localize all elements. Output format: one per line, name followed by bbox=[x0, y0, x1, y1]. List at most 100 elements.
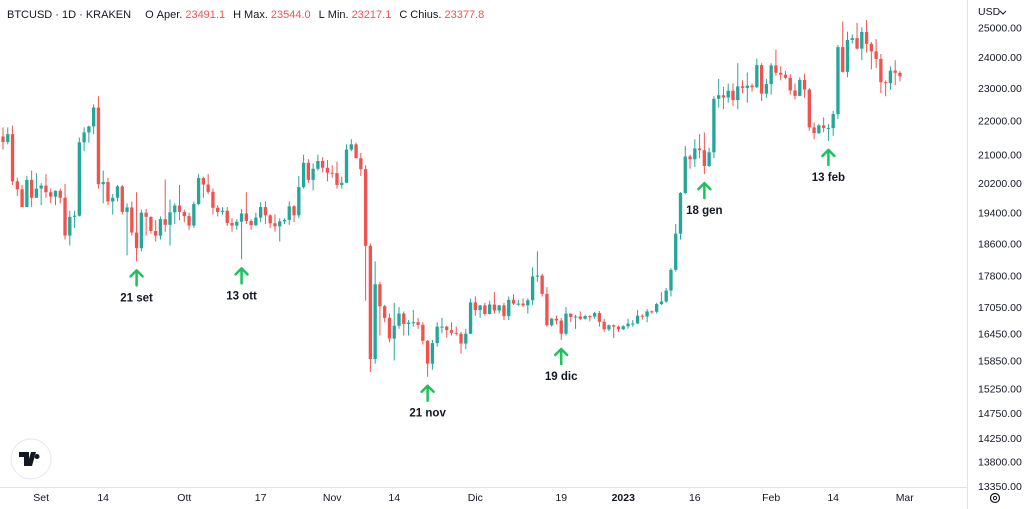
gear-hub[interactable] bbox=[992, 495, 998, 501]
candle-body bbox=[516, 303, 520, 305]
candle-body bbox=[631, 323, 635, 325]
candle-body bbox=[440, 326, 444, 328]
y-tick-label: 24000.00 bbox=[978, 52, 1022, 64]
candle-body bbox=[492, 304, 497, 311]
candle-body bbox=[244, 213, 248, 222]
candle-body bbox=[397, 313, 401, 326]
candle-body bbox=[106, 182, 110, 202]
x-tick-label: Set bbox=[33, 492, 49, 504]
candle-body bbox=[726, 90, 730, 98]
candle-body bbox=[392, 325, 396, 339]
y-tick-label: 13800.00 bbox=[978, 457, 1022, 469]
x-tick-label: 14 bbox=[827, 492, 839, 504]
annotation-arrow bbox=[129, 269, 144, 287]
tv-logo[interactable] bbox=[10, 438, 52, 480]
candle-body bbox=[764, 84, 769, 94]
y-tick-label: 13350.00 bbox=[978, 481, 1022, 493]
candle-body bbox=[530, 276, 535, 301]
candle-body bbox=[311, 168, 315, 180]
candle-body bbox=[841, 47, 845, 72]
candle-body bbox=[650, 311, 654, 313]
candle-body bbox=[569, 313, 573, 317]
settings-icon[interactable] bbox=[989, 492, 1001, 504]
candle-body bbox=[697, 148, 702, 151]
y-tick-label: 20200.00 bbox=[978, 178, 1022, 190]
candle-body bbox=[230, 222, 234, 226]
x-tick-label: 14 bbox=[388, 492, 400, 504]
candle-body bbox=[34, 188, 39, 198]
candle-body bbox=[893, 70, 897, 73]
candle-body bbox=[163, 219, 167, 225]
y-tick-label: 25000.00 bbox=[978, 22, 1022, 34]
candle-body bbox=[282, 219, 287, 222]
header-key: C bbox=[399, 9, 408, 21]
candle-body bbox=[702, 150, 707, 166]
annotation-label: 21 nov bbox=[409, 408, 446, 420]
gear-ring[interactable] bbox=[989, 492, 1001, 504]
y-tick-label: 17800.00 bbox=[978, 271, 1022, 283]
candle-body bbox=[802, 80, 807, 90]
candle-body bbox=[139, 212, 144, 249]
y-tick-label: 17050.00 bbox=[978, 302, 1022, 314]
candle-body bbox=[554, 318, 559, 321]
candle-body bbox=[359, 158, 363, 170]
annotation-arrow bbox=[697, 181, 712, 200]
candle-body bbox=[497, 305, 501, 311]
candle-body bbox=[821, 125, 826, 129]
candle-body bbox=[278, 221, 282, 227]
candle-body bbox=[869, 43, 874, 52]
header-value: 23491.1 bbox=[185, 9, 226, 21]
candle-body bbox=[168, 212, 172, 225]
candle-body bbox=[158, 219, 163, 236]
candle-body bbox=[316, 161, 320, 169]
x-tick-label: Dic bbox=[468, 492, 483, 504]
candle-body bbox=[487, 304, 492, 314]
candle-body bbox=[483, 305, 487, 314]
candle-body bbox=[115, 186, 120, 198]
candle-body bbox=[187, 216, 191, 226]
candle-body bbox=[449, 330, 454, 333]
candle-body bbox=[63, 197, 67, 236]
candle-body bbox=[15, 181, 19, 190]
candle-body bbox=[864, 31, 869, 44]
candle-body bbox=[721, 95, 726, 98]
candle-body bbox=[216, 207, 220, 212]
candle-body bbox=[77, 142, 82, 216]
candle-body bbox=[301, 162, 306, 188]
currency-label[interactable]: USD bbox=[978, 6, 1001, 18]
candle-body bbox=[769, 65, 773, 85]
candle-body bbox=[855, 38, 859, 49]
symbol: BTCUSD · 1D · KRAKEN bbox=[7, 9, 132, 21]
candle-body bbox=[850, 38, 854, 40]
x-tick-label: Feb bbox=[762, 492, 780, 504]
candle-body bbox=[635, 315, 640, 324]
logo-glyph[interactable] bbox=[19, 452, 40, 466]
candle-body bbox=[454, 332, 458, 334]
y-tick-label: 19400.00 bbox=[978, 208, 1022, 220]
candle-body bbox=[134, 232, 139, 249]
candle-body bbox=[144, 212, 148, 217]
candle-body bbox=[774, 65, 778, 73]
header-label: Chius. bbox=[410, 9, 442, 21]
candle-body bbox=[826, 128, 831, 130]
candle-body bbox=[616, 326, 621, 330]
candle-body bbox=[320, 161, 325, 168]
candle-body bbox=[664, 290, 668, 302]
candle-body bbox=[640, 315, 645, 317]
candle-body bbox=[435, 326, 439, 344]
y-tick-label: 21000.00 bbox=[978, 150, 1022, 162]
candle-body bbox=[111, 197, 115, 202]
candle-body bbox=[740, 86, 745, 88]
candle-body bbox=[473, 302, 478, 311]
currency-caret[interactable] bbox=[999, 10, 1007, 15]
x-tick-label: 2023 bbox=[612, 492, 636, 504]
annotation-arrow bbox=[821, 148, 836, 167]
candle-body bbox=[626, 323, 630, 327]
candle-body bbox=[273, 223, 277, 227]
candle-body bbox=[258, 207, 263, 218]
candle-body bbox=[268, 215, 272, 224]
candle-body bbox=[25, 179, 29, 208]
candle-body bbox=[645, 311, 649, 317]
candle-body bbox=[387, 317, 392, 339]
header-label: Min. bbox=[327, 9, 349, 21]
